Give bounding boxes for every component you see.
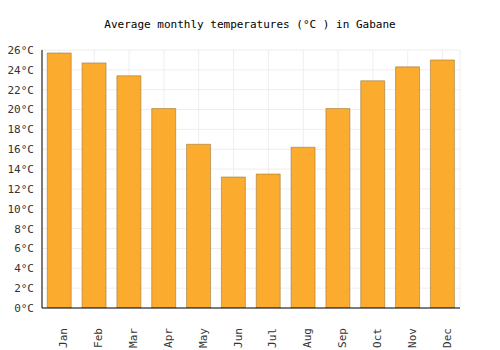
html-text:Average monthly temperatures (: Average monthly temperatures (°C ) in Ga… bbox=[104, 18, 396, 31]
svg-text:Oct: Oct bbox=[371, 328, 384, 348]
svg-text:24°C: 24°C bbox=[8, 64, 34, 77]
svg-text:20°C: 20°C bbox=[8, 103, 34, 116]
svg-text:16°C: 16°C bbox=[8, 143, 34, 156]
svg-text:14°C: 14°C bbox=[8, 163, 34, 176]
svg-text:10°C: 10°C bbox=[8, 203, 34, 216]
svg-text:2°C: 2°C bbox=[14, 282, 34, 295]
svg-text:Jan: Jan bbox=[57, 328, 70, 348]
svg-text:4°C: 4°C bbox=[14, 262, 34, 275]
svg-text:Apr: Apr bbox=[162, 328, 175, 348]
svg-text:Jun: Jun bbox=[232, 328, 245, 348]
svg-text:May: May bbox=[197, 328, 210, 348]
svg-text:22°C: 22°C bbox=[8, 84, 34, 97]
svg-text:8°C: 8°C bbox=[14, 223, 34, 236]
svg-text:12°C: 12°C bbox=[8, 183, 34, 196]
svg-text:Nov: Nov bbox=[406, 328, 419, 348]
svg-text:0°C: 0°C bbox=[14, 302, 34, 315]
svg-text:Jul: Jul bbox=[266, 328, 279, 348]
svg-text:Feb: Feb bbox=[92, 328, 105, 348]
svg-text:Aug: Aug bbox=[301, 328, 314, 348]
svg-text:Dec: Dec bbox=[441, 328, 454, 348]
svg-text:Mar: Mar bbox=[127, 328, 140, 348]
svg-text:26°C: 26°C bbox=[8, 44, 34, 57]
svg-text:Sep: Sep bbox=[336, 328, 349, 348]
svg-text:18°C: 18°C bbox=[8, 123, 34, 136]
svg-text:6°C: 6°C bbox=[14, 242, 34, 255]
